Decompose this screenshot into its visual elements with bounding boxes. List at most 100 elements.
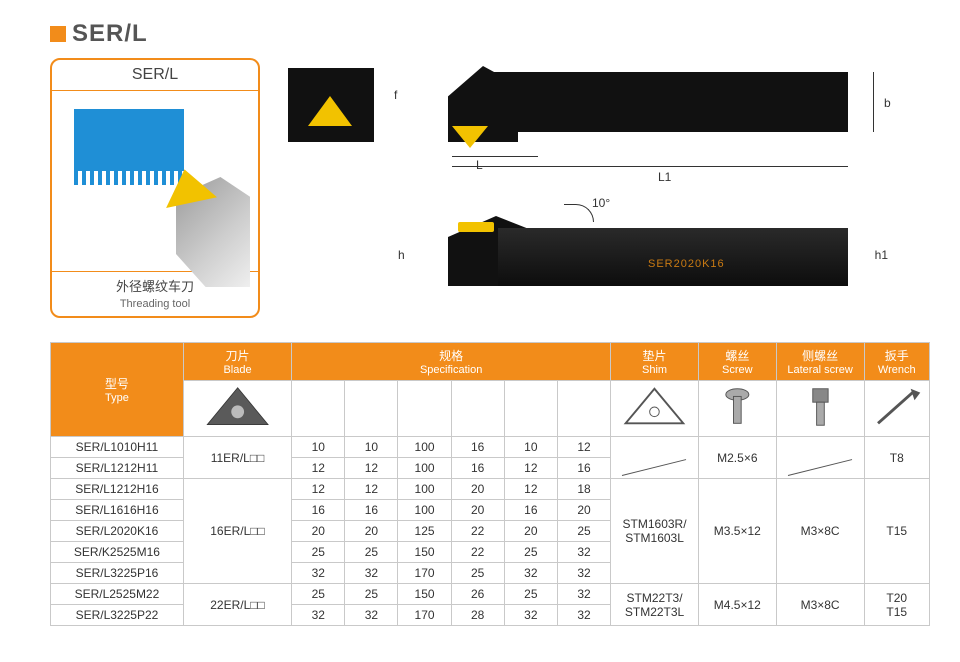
table-body: SER/L1010H1111ER/L□□1010100161012M2.5×6T… — [51, 437, 930, 626]
dim-h1-label: h1 — [875, 248, 888, 262]
cell-L1: 16 — [451, 458, 504, 479]
cell-h1: 20 — [504, 521, 557, 542]
cell-h1: 12 — [504, 458, 557, 479]
diagram-header: SER/L — [52, 60, 258, 91]
cell-f: 18 — [557, 479, 610, 500]
cell-type: SER/L1616H16 — [51, 500, 184, 521]
cell-f: 32 — [557, 563, 610, 584]
side-view-insert-icon — [458, 222, 494, 232]
cell-shim: STM1603R/ STM1603L — [611, 479, 699, 584]
cell-wrench: T8 — [864, 437, 929, 479]
cell-b: 12 — [345, 458, 398, 479]
cell-L1: 20 — [451, 500, 504, 521]
table-header: 型号Type 刀片 Blade 规格 Specification 垫片Shim … — [51, 343, 930, 437]
shim-svg-icon — [613, 383, 696, 431]
sub-L: L — [398, 381, 451, 437]
cell-L: 170 — [398, 605, 451, 626]
title-square-icon — [50, 26, 66, 42]
cell-L1: 20 — [451, 479, 504, 500]
cell-h: 32 — [292, 605, 345, 626]
table-row: SER/L1212H1616ER/L□□1212100201218STM1603… — [51, 479, 930, 500]
cell-screw: M3.5×12 — [698, 479, 776, 584]
diagram-footer-en: Threading tool — [120, 298, 190, 310]
top-view-insert-icon — [452, 126, 488, 148]
cell-h: 16 — [292, 500, 345, 521]
dimline-b — [873, 72, 874, 132]
sub-h: h — [292, 381, 345, 437]
cell-h1: 16 — [504, 500, 557, 521]
dim-b-label: b — [884, 96, 944, 110]
cell-b: 25 — [345, 584, 398, 605]
cell-L: 150 — [398, 542, 451, 563]
dim-f-label: f — [394, 88, 397, 102]
diag-line-icon — [788, 459, 853, 476]
lat-svg-icon — [779, 383, 862, 431]
sub-f: f — [557, 381, 610, 437]
dimline-L1 — [452, 166, 848, 167]
shim-image-cell — [611, 381, 699, 437]
cell-b: 10 — [345, 437, 398, 458]
wrench-svg-icon — [867, 383, 927, 431]
diagram-body — [52, 91, 258, 271]
workpiece-icon — [74, 109, 184, 171]
cell-shim: STM22T3/ STM22T3L — [611, 584, 699, 626]
cell-type: SER/L2525M22 — [51, 584, 184, 605]
cell-blade: 16ER/L□□ — [183, 479, 291, 584]
cell-lat: M3×8C — [776, 584, 864, 626]
cell-type: SER/L1010H11 — [51, 437, 184, 458]
table-row: SER/L2525M2222ER/L□□2525150262532STM22T3… — [51, 584, 930, 605]
cell-L1: 22 — [451, 521, 504, 542]
cell-h1: 25 — [504, 542, 557, 563]
cell-L: 100 — [398, 500, 451, 521]
cell-type: SER/L3225P22 — [51, 605, 184, 626]
cell-h: 20 — [292, 521, 345, 542]
side-view-bar-icon — [498, 228, 848, 286]
screw-svg-icon — [701, 383, 774, 431]
cell-b: 25 — [345, 542, 398, 563]
cell-screw: M2.5×6 — [698, 437, 776, 479]
cell-lat: M3×8C — [776, 479, 864, 584]
th-wrench: 扳手Wrench — [864, 343, 929, 381]
cell-lat — [776, 437, 864, 479]
cell-f: 20 — [557, 500, 610, 521]
top-view-bar-icon — [488, 72, 848, 132]
cell-L1: 26 — [451, 584, 504, 605]
th-blade: 刀片 Blade — [183, 343, 291, 381]
cell-L1: 16 — [451, 437, 504, 458]
cell-L: 100 — [398, 437, 451, 458]
dim-L-label: L — [476, 158, 483, 172]
top-view — [408, 66, 868, 148]
cell-L: 100 — [398, 479, 451, 500]
sub-b: b — [345, 381, 398, 437]
cell-type: SER/L3225P16 — [51, 563, 184, 584]
cell-type: SER/K2525M16 — [51, 542, 184, 563]
cell-L: 150 — [398, 584, 451, 605]
blade-image-cell — [183, 381, 291, 437]
cell-h: 12 — [292, 458, 345, 479]
cell-type: SER/L1212H16 — [51, 479, 184, 500]
sub-h1: h1 — [504, 381, 557, 437]
cell-b: 20 — [345, 521, 398, 542]
cell-L: 100 — [398, 458, 451, 479]
cell-h1: 25 — [504, 584, 557, 605]
cell-L1: 28 — [451, 605, 504, 626]
cell-f: 25 — [557, 521, 610, 542]
th-type: 型号Type — [51, 343, 184, 437]
cell-b: 32 — [345, 605, 398, 626]
cell-h: 25 — [292, 584, 345, 605]
wrench-image-cell — [864, 381, 929, 437]
diagram-footer-cn: 外径螺纹车刀 — [116, 279, 194, 294]
top-illustration-area: SER/L 外径螺纹车刀 Threading tool — [50, 58, 930, 328]
cell-h1: 12 — [504, 479, 557, 500]
blade-svg-icon — [186, 383, 289, 431]
cell-h: 25 — [292, 542, 345, 563]
side-view-label: SER2020K16 — [648, 258, 725, 270]
lat-image-cell — [776, 381, 864, 437]
cell-L1: 22 — [451, 542, 504, 563]
dim-h-label: h — [398, 248, 405, 262]
dim-L1-label: L1 — [658, 170, 671, 184]
cell-b: 12 — [345, 479, 398, 500]
cell-h: 12 — [292, 479, 345, 500]
diag-line-icon — [622, 459, 687, 476]
diagram-box: SER/L 外径螺纹车刀 Threading tool — [50, 58, 260, 318]
